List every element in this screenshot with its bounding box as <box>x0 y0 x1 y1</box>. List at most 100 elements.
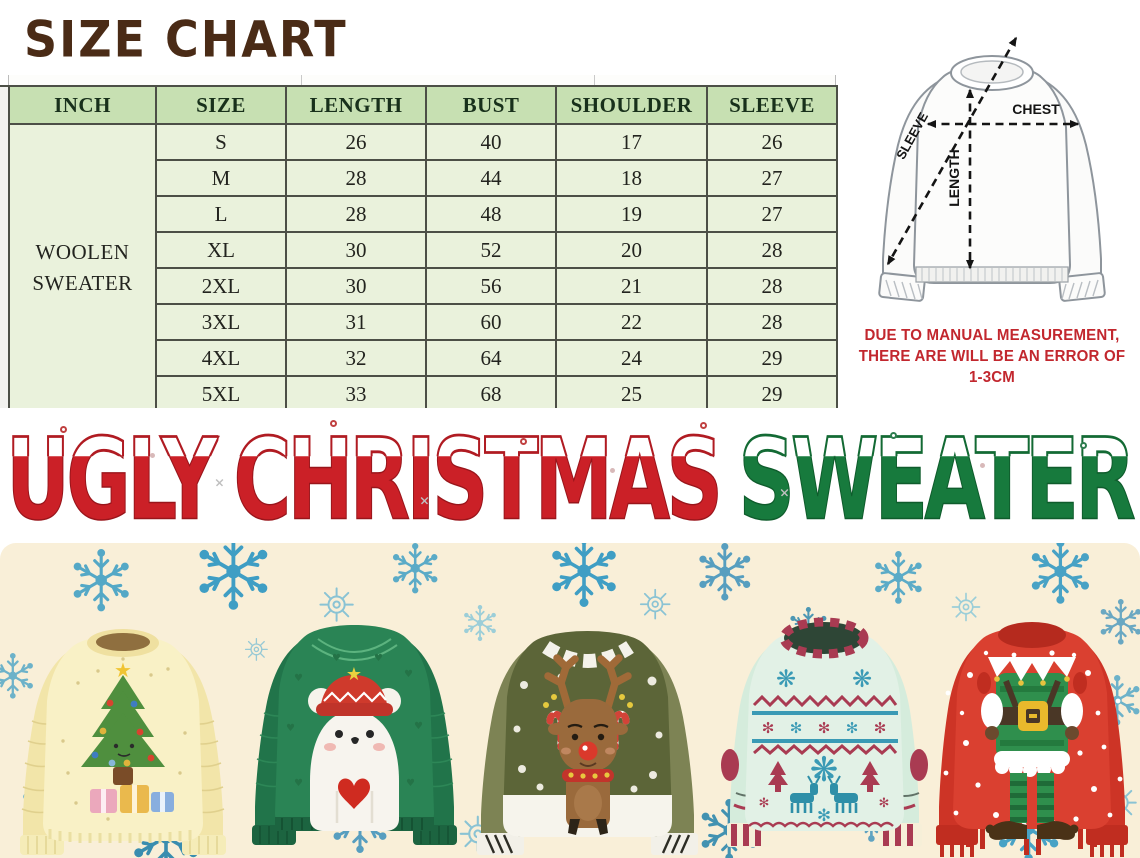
table-cell: 26 <box>285 123 427 161</box>
svg-text:♥: ♥ <box>294 778 303 789</box>
col-header-sleeve: SLEEVE <box>706 85 838 125</box>
table-cell: 52 <box>425 231 557 269</box>
table-cell: 21 <box>555 267 708 305</box>
table-cell: 28 <box>285 195 427 233</box>
table-left-sliver <box>0 85 8 418</box>
table-cell: 44 <box>425 159 557 197</box>
table-cell: 17 <box>555 123 708 161</box>
col-header-length: LENGTH <box>285 85 427 125</box>
sweater-outline-diagram: CHEST LENGTH SLEEVE <box>878 36 1106 302</box>
table-cell: 56 <box>425 267 557 305</box>
svg-text:♥: ♥ <box>294 673 303 684</box>
table-cell: 33 <box>285 375 427 413</box>
table-cell: 18 <box>555 159 708 197</box>
table-row: XL 30 52 20 28 <box>9 231 838 269</box>
table-row: 2XL 30 56 21 28 <box>9 267 838 305</box>
size-table: INCH SIZE LENGTH BUST SHOULDER SLEEVE WO… <box>8 85 838 413</box>
table-cell: L <box>155 195 287 233</box>
table-cell: 22 <box>555 303 708 341</box>
table-cell: 60 <box>425 303 557 341</box>
table-cell: 48 <box>425 195 557 233</box>
table-cell: 25 <box>555 375 708 413</box>
table-cell: 28 <box>706 303 838 341</box>
snow-dot <box>980 463 985 468</box>
table-row: WOOLEN SWEATER S 26 40 17 26 <box>8 123 838 413</box>
table-cell: 30 <box>285 231 427 269</box>
table-cell: 29 <box>706 339 838 377</box>
sparkle-icon <box>213 476 226 489</box>
table-cell: 40 <box>425 123 557 161</box>
table-row: M 28 44 18 27 <box>9 159 838 197</box>
table-cell: 68 <box>425 375 557 413</box>
svg-text:♥: ♥ <box>374 653 383 664</box>
table-cell: M <box>155 159 287 197</box>
page-title: SIZE CHART <box>24 10 348 69</box>
measurement-diagram: CHEST LENGTH SLEEVE DUE TO MANUAL MEASUR… <box>846 16 1138 389</box>
table-cell: 27 <box>706 195 838 233</box>
snow-dot <box>700 422 707 429</box>
svg-text:★: ★ <box>114 658 132 682</box>
table-cell: 26 <box>706 123 838 161</box>
table-cell: 28 <box>285 159 427 197</box>
svg-text:♥: ♥ <box>414 721 423 732</box>
table-cell: 28 <box>706 267 838 305</box>
table-cell: 30 <box>285 267 427 305</box>
banner-word-ugly: UGLY UGLY <box>5 414 219 546</box>
table-cell: 4XL <box>155 339 287 377</box>
snow-dot <box>610 468 615 473</box>
table-cell: 29 <box>706 375 838 413</box>
col-header-inch: INCH <box>8 85 157 125</box>
col-header-size: SIZE <box>155 85 287 125</box>
sweater-illustrations-band: ★ <box>0 543 1140 858</box>
col-header-bust: BUST <box>425 85 557 125</box>
banner-word-christmas: CHRISTMAS CHRISTMAS <box>232 414 724 546</box>
snow-dot <box>150 453 155 458</box>
chest-label: CHEST <box>1012 101 1060 117</box>
svg-text:✻: ✻ <box>759 796 770 811</box>
table-cell: 28 <box>706 231 838 269</box>
svg-text:❋: ❋ <box>776 665 796 693</box>
svg-text:✻: ✻ <box>790 719 803 737</box>
sweater-illustration-polar-bear: ♥ ♥ ♥ ♥ ♥ ♥ ♥ ♥ ★ <box>242 581 467 853</box>
banner-word-sweater: SWEATER SWEATER <box>737 414 1137 546</box>
table-cell: 3XL <box>155 303 287 341</box>
table-cell: 27 <box>706 159 838 197</box>
banner-title: UGLY UGLY CHRISTMAS CHRISTMAS SWEATER SW… <box>0 408 1140 543</box>
svg-text:❋: ❋ <box>852 665 872 693</box>
size-table-wrap: INCH SIZE LENGTH BUST SHOULDER SLEEVE WO… <box>0 75 838 418</box>
table-row: 5XL 33 68 25 29 <box>9 375 838 413</box>
table-cell: 20 <box>555 231 708 269</box>
sweater-illustration-fair-isle: ❋ ❋ ✻ ✻ ✻ ✻ ✻ ❋ <box>716 583 933 855</box>
svg-text:✻: ✻ <box>817 806 831 826</box>
svg-text:♥: ♥ <box>286 723 295 734</box>
svg-text:♥: ♥ <box>404 669 413 680</box>
svg-text:✻: ✻ <box>874 719 887 737</box>
table-cell: 2XL <box>155 267 287 305</box>
table-top-strip <box>8 75 836 85</box>
snow-dot <box>60 426 67 433</box>
svg-text:✻: ✻ <box>879 796 890 811</box>
sweater-illustration-reindeer <box>462 587 714 858</box>
table-cell: 32 <box>285 339 427 377</box>
table-cell: 19 <box>555 195 708 233</box>
table-cell: 5XL <box>155 375 287 413</box>
snow-dot <box>1080 442 1087 449</box>
svg-text:★: ★ <box>346 664 362 685</box>
svg-text:✻: ✻ <box>846 719 859 737</box>
table-row: L 28 48 19 27 <box>9 195 838 233</box>
table-cell: XL <box>155 231 287 269</box>
svg-text:♥: ♥ <box>406 778 415 789</box>
table-cell: S <box>155 123 287 161</box>
table-cell: 24 <box>555 339 708 377</box>
svg-text:✻: ✻ <box>762 719 775 737</box>
svg-text:♥: ♥ <box>332 653 341 664</box>
sweater-illustration-elf <box>926 583 1140 857</box>
table-row: 3XL 31 60 22 28 <box>9 303 838 341</box>
table-row: 4XL 32 64 24 29 <box>9 339 838 377</box>
snow-dot <box>890 432 897 439</box>
table-cell: 64 <box>425 339 557 377</box>
sweater-illustration-christmas-tree: ★ <box>8 591 238 858</box>
header-row: INCH SIZE LENGTH BUST SHOULDER SLEEVE <box>8 85 838 125</box>
snow-dot <box>330 420 337 427</box>
